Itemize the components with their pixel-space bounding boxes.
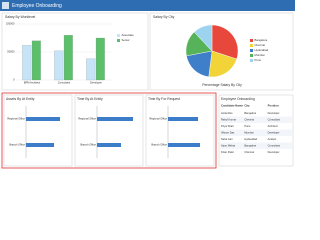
panel-title: Salary By City bbox=[153, 15, 175, 19]
column-header: Position bbox=[268, 104, 279, 108]
cell: Neha Jain bbox=[221, 137, 233, 141]
header-bar bbox=[0, 0, 295, 11]
legend-swatch bbox=[250, 39, 253, 42]
legend-swatch bbox=[117, 34, 120, 37]
cell: Consultant bbox=[268, 143, 281, 147]
cell: Vikram Das bbox=[221, 130, 235, 134]
legend-swatch bbox=[250, 49, 253, 52]
column-header: City bbox=[244, 104, 250, 108]
legend-label: Pune bbox=[255, 58, 262, 62]
panel-title: Salary By Worklevel bbox=[5, 15, 36, 19]
x-tick-label: BPM Architect bbox=[24, 81, 41, 85]
y-tick-label: Regional Office bbox=[149, 117, 167, 121]
legend-swatch bbox=[117, 39, 120, 42]
bar bbox=[22, 45, 32, 81]
panel-title: Assets By At Entity bbox=[6, 97, 35, 101]
legend-label: Chennai bbox=[255, 43, 266, 47]
cell: Arjun Mehta bbox=[221, 143, 236, 147]
row-stripe bbox=[220, 129, 292, 136]
x-tick-label: Developer bbox=[90, 81, 102, 85]
pie-slice bbox=[211, 24, 239, 60]
pie-slice bbox=[193, 24, 213, 52]
legend-label: Bangalore bbox=[255, 38, 268, 42]
bar bbox=[168, 143, 200, 147]
y-tick-label: Regional Office bbox=[7, 117, 25, 121]
header-title: Employee Onboarding bbox=[12, 3, 62, 9]
legend-label: Senior bbox=[122, 38, 130, 42]
legend-swatch bbox=[250, 44, 253, 47]
row-stripe bbox=[220, 142, 292, 149]
panel bbox=[3, 94, 73, 167]
panel-title: Time By For Request bbox=[148, 97, 180, 101]
y-tick-label: Regional Office bbox=[78, 117, 96, 121]
panel-title: Employee Onboarding bbox=[221, 97, 255, 101]
bar bbox=[97, 143, 121, 147]
cell: Rahul Kumar bbox=[221, 117, 236, 121]
cell: Mumbai bbox=[244, 130, 254, 134]
x-tick-label: Consultant bbox=[58, 81, 71, 85]
column-header: Candidate Name bbox=[221, 104, 243, 108]
cell: Bangalore bbox=[244, 111, 256, 115]
cell: Consultant bbox=[268, 117, 281, 121]
bar bbox=[63, 35, 73, 81]
cell: Priya Shah bbox=[221, 124, 234, 128]
bar bbox=[95, 37, 105, 81]
cell: Kiran Patel bbox=[221, 150, 234, 154]
bar bbox=[54, 50, 64, 81]
legend-swatch bbox=[250, 54, 253, 57]
y-tick-label: Branch Office bbox=[151, 143, 167, 147]
cell: Architect bbox=[268, 124, 278, 128]
cell: Anita Rao bbox=[221, 111, 233, 115]
panel bbox=[74, 94, 144, 167]
y-tick-label: 0 bbox=[13, 78, 15, 82]
bar bbox=[26, 143, 54, 147]
selection-frame bbox=[1, 92, 217, 169]
bar bbox=[86, 58, 96, 81]
y-tick-label: 50000 bbox=[7, 50, 15, 54]
legend-label: Mumbai bbox=[255, 53, 265, 57]
bar bbox=[31, 40, 41, 81]
cell: Developer bbox=[268, 130, 280, 134]
dashboard: Employee Onboarding Salary By Worklevel … bbox=[0, 0, 295, 169]
legend-label: Hyderabad bbox=[255, 48, 269, 52]
cell: Bangalore bbox=[244, 143, 256, 147]
bar bbox=[168, 117, 198, 121]
bar bbox=[26, 117, 60, 121]
legend-label: Associate bbox=[122, 33, 135, 37]
pie-slice bbox=[208, 50, 237, 78]
y-tick-label: Branch Office bbox=[80, 143, 96, 147]
legend-swatch bbox=[250, 59, 253, 62]
panel-title: Time By At Entity bbox=[77, 97, 103, 101]
app-icon bbox=[2, 2, 9, 9]
page: Employee Onboarding Salary By Worklevel … bbox=[0, 0, 295, 169]
bar bbox=[97, 117, 133, 121]
row-stripe bbox=[220, 116, 292, 123]
y-tick-label: Branch Office bbox=[9, 143, 25, 147]
cell: Developer bbox=[268, 150, 280, 154]
pie-subtitle: Percentage Salary By City bbox=[202, 83, 242, 87]
panel bbox=[145, 94, 215, 167]
cell: Developer bbox=[268, 111, 280, 115]
cell: Pune bbox=[244, 124, 251, 128]
cell: Chennai bbox=[244, 117, 254, 121]
cell: Chennai bbox=[244, 150, 254, 154]
cell: Analyst bbox=[268, 137, 277, 141]
y-tick-label: 100000 bbox=[6, 22, 15, 26]
cell: Hyderabad bbox=[244, 137, 257, 141]
